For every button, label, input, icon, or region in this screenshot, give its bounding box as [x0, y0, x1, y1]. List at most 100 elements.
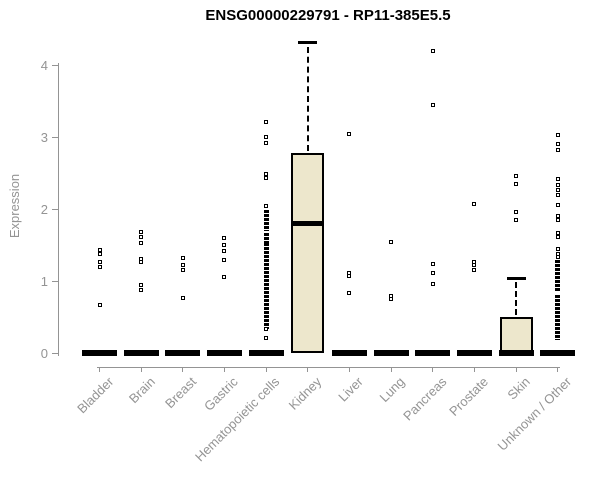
data-point: [347, 291, 352, 296]
collapsed-box-median: [498, 350, 534, 356]
data-point: [555, 203, 560, 208]
collapsed-box-median: [415, 350, 451, 356]
box-iqr: [291, 153, 325, 353]
data-point: [430, 271, 435, 276]
data-point: [264, 175, 269, 180]
data-point: [180, 263, 185, 268]
data-point: [430, 103, 435, 108]
x-axis-tick: [140, 367, 142, 372]
data-point: [555, 142, 560, 147]
x-category-label: Gastric: [201, 374, 242, 414]
dense-point-strip: [555, 294, 561, 325]
x-category-label: Kidney: [285, 374, 325, 413]
x-axis-tick: [99, 367, 100, 372]
data-point: [555, 254, 560, 259]
x-category-label: Skin: [504, 374, 533, 403]
x-axis-tick: [223, 367, 225, 372]
whisker-cap: [506, 276, 526, 280]
y-tick-label: 2: [40, 201, 48, 217]
collapsed-box-median: [331, 350, 367, 356]
x-axis-tick: [348, 367, 350, 372]
y-axis-tick: [52, 208, 58, 210]
data-point: [472, 268, 477, 273]
x-axis-line: [97, 367, 560, 368]
data-point: [430, 282, 435, 287]
data-point: [430, 261, 435, 266]
median-line: [291, 221, 325, 227]
x-axis-tick: [473, 367, 475, 372]
x-category-label: Pancreas: [399, 374, 450, 424]
data-point: [139, 230, 144, 235]
x-axis-tick: [557, 367, 559, 372]
y-tick-label: 1: [40, 273, 48, 289]
data-point: [97, 302, 102, 307]
y-axis-tick: [52, 352, 58, 354]
data-point: [514, 174, 518, 179]
data-point: [555, 231, 560, 236]
collapsed-box-median: [540, 350, 576, 356]
data-point: [555, 188, 560, 192]
data-point: [139, 287, 144, 292]
data-point: [97, 264, 102, 269]
data-point: [430, 49, 435, 54]
x-category-label: Unknown / Other: [494, 374, 575, 454]
data-point: [180, 256, 185, 261]
y-tick-label: 4: [40, 58, 48, 74]
data-point: [264, 327, 269, 332]
data-point: [264, 203, 269, 208]
data-point: [555, 218, 560, 223]
data-point: [389, 240, 394, 245]
box-iqr: [499, 317, 533, 353]
data-point: [514, 181, 518, 186]
y-axis-tick: [52, 280, 58, 282]
data-point: [555, 234, 560, 239]
x-axis-tick: [182, 367, 184, 372]
data-point: [264, 171, 269, 176]
data-point: [180, 295, 185, 300]
data-point: [139, 282, 144, 287]
data-point: [222, 243, 227, 248]
data-point: [347, 274, 352, 279]
chart-title: ENSG00000229791 - RP11-385E5.5: [205, 7, 451, 24]
collapsed-box-median: [165, 350, 201, 356]
dense-point-strip: [555, 259, 561, 292]
data-point: [139, 241, 144, 246]
dense-point-strip: [263, 210, 269, 232]
data-point: [264, 134, 269, 139]
data-point: [222, 258, 227, 263]
data-point: [97, 259, 102, 264]
data-point: [97, 251, 102, 256]
data-point: [555, 147, 560, 152]
y-axis-tick: [52, 65, 58, 67]
data-point: [180, 268, 185, 273]
x-category-label: Bladder: [73, 374, 117, 417]
collapsed-box-median: [456, 350, 492, 356]
data-point: [555, 182, 560, 187]
collapsed-box-median: [206, 350, 242, 356]
data-point: [97, 248, 102, 253]
data-point: [555, 213, 560, 218]
x-axis-tick: [432, 367, 434, 372]
x-axis-tick: [307, 367, 309, 372]
data-point: [264, 119, 269, 124]
y-axis-tick: [52, 137, 58, 139]
collapsed-box-median: [248, 350, 284, 356]
data-point: [139, 259, 144, 264]
data-point: [514, 218, 518, 223]
data-point: [264, 140, 269, 145]
dense-point-strip: [263, 232, 269, 243]
data-point: [222, 236, 227, 241]
data-point: [347, 132, 352, 136]
dense-point-strip: [555, 322, 561, 340]
data-point: [555, 133, 560, 138]
upper-whisker: [515, 282, 517, 316]
data-point: [472, 259, 477, 264]
dense-point-strip: [263, 242, 269, 330]
y-axis-label: Expression: [7, 173, 22, 239]
data-point: [555, 246, 560, 251]
x-category-label: Brain: [125, 374, 158, 407]
upper-whisker: [306, 46, 309, 152]
data-point: [555, 193, 560, 198]
data-point: [389, 297, 394, 302]
collapsed-box-median: [123, 350, 159, 356]
